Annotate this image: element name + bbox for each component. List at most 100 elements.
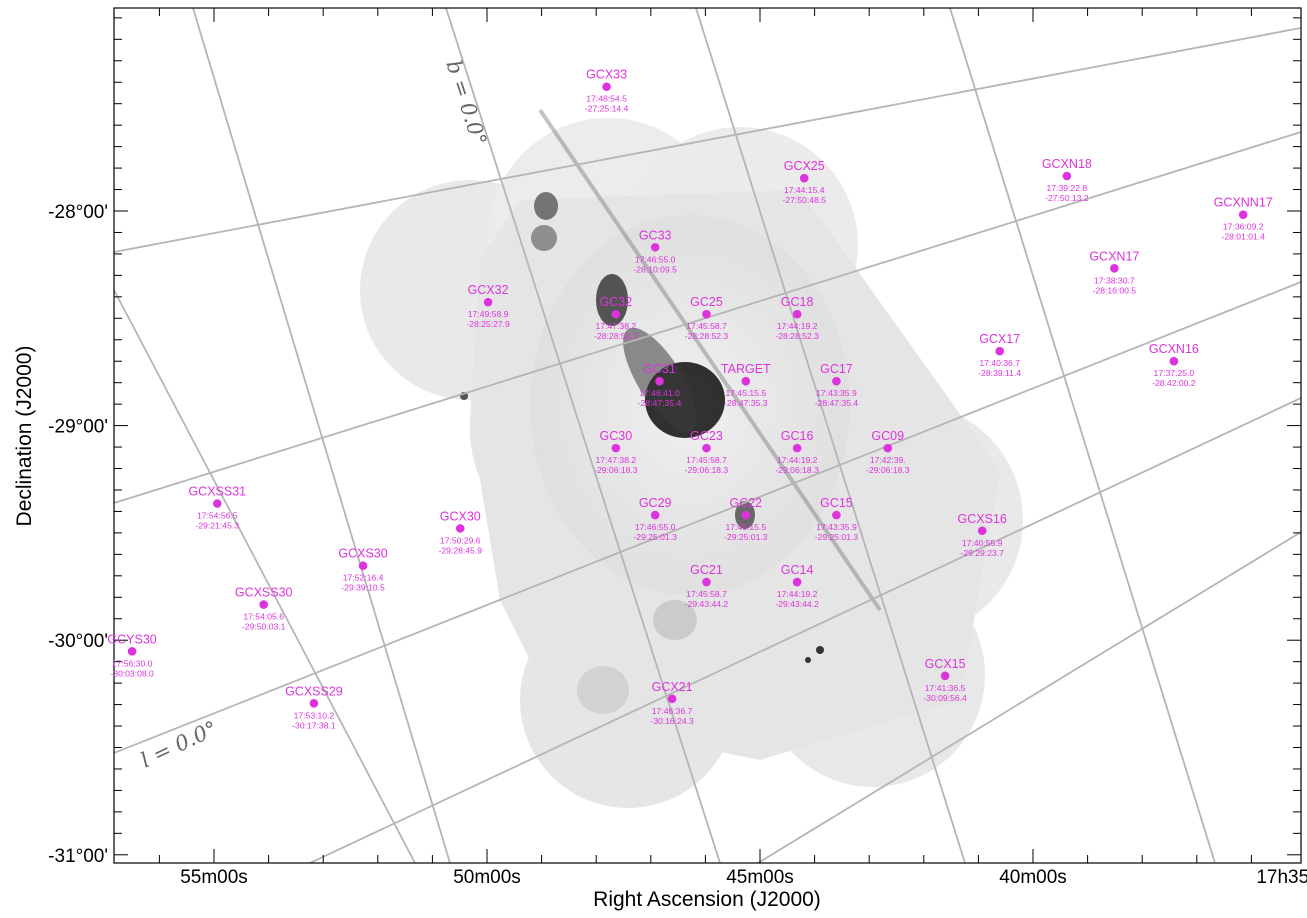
- source-dec: -28:25:27.9: [466, 319, 510, 329]
- source-marker: [792, 577, 802, 587]
- source-name: GC31: [643, 362, 676, 376]
- source-dec: -29:25:01.3: [815, 532, 859, 542]
- source-marker: [792, 309, 802, 319]
- source-marker: [212, 499, 222, 508]
- source-marker: [741, 376, 751, 386]
- source-markers: GCX33 17:48:54.5-27:25:14.4 GCX25 17:44:15.…: [107, 68, 1273, 731]
- source-marker: [1238, 210, 1248, 219]
- y-tick-label: -28°00': [48, 202, 108, 223]
- source-dec: -29:06:18.3: [594, 465, 638, 475]
- source-gcxss30: GCXSS30 17:54:05.6-29:50:03.1: [235, 586, 293, 632]
- source-marker: [483, 297, 493, 307]
- source-name: GC09: [871, 429, 904, 443]
- source-gcxs16: GCXS16 17:40:55.9-29:29:23.7: [958, 512, 1007, 558]
- source-marker: [1110, 263, 1119, 273]
- y-tick-labels: -28°00' -29°00' -30°00' -31°00': [48, 202, 108, 867]
- source-name: GCX30: [440, 509, 481, 523]
- source-dec: -28:47:35.4: [638, 398, 682, 408]
- source-gcx17: GCX17 17:40:36.7-28:39:11.4: [978, 332, 1021, 378]
- source-gc14: GC14 17:44:19.2-29:43:44.2: [775, 563, 819, 609]
- source-name: GCXN18: [1042, 157, 1092, 171]
- source-target: TARGET 17:45:15.5-28:47:35.3: [721, 362, 771, 408]
- source-gc23: GC23 17:45:58.7-29:06:18.3: [685, 429, 729, 475]
- source-marker: [667, 694, 677, 704]
- source-name: GC16: [781, 429, 814, 443]
- source-dec: -29:06:18.3: [866, 465, 910, 475]
- source-ra: 17:54:05.6: [243, 612, 284, 622]
- axis-ticks: [114, 8, 1301, 863]
- source-ra: 17:43:35.9: [816, 388, 857, 398]
- source-dec: -28:28:52.3: [685, 331, 729, 341]
- source-name: GC21: [690, 563, 723, 577]
- source-ra: 17:46:55.0: [635, 254, 676, 264]
- source-name: GCX21: [652, 680, 693, 694]
- source-gcxss29: GCXSS29 17:53:10.2-30:17:38.1: [285, 684, 343, 730]
- source-marker: [799, 173, 809, 183]
- source-dec: -28:47:35.4: [815, 398, 859, 408]
- x-tick-label: 17h35m00s: [1256, 867, 1307, 888]
- source-name: GCYS30: [107, 632, 156, 646]
- source-gcx21: GCX21 17:46:36.7-30:16:24.3: [650, 680, 694, 726]
- source-dec: -28:01:01.4: [1221, 232, 1265, 242]
- source-ra: 17:56:30.0: [112, 658, 153, 668]
- source-gcys30: GCYS30 17:56:30.0-30:03:08.0: [107, 632, 156, 678]
- source-dec: -28:42:00.2: [1152, 378, 1196, 388]
- y-tick-label: -29°00': [48, 417, 108, 438]
- source-ra: 17:45:58.7: [686, 455, 727, 465]
- source-gc09: GC09 17:42:39.-29:06:18.3: [866, 429, 910, 475]
- source-gcxn16: GCXN16 17:37:25.0-28:42:00.2: [1149, 342, 1199, 388]
- source-ra: 17:39:22.8: [1047, 183, 1088, 193]
- b-grid-label: b = 0.0°: [441, 57, 491, 148]
- source-dec: -29:29:23.7: [960, 548, 1004, 558]
- source-name: GC32: [600, 295, 633, 309]
- source-ra: 17:38:30.7: [1094, 275, 1135, 285]
- source-gc30: GC30 17:47:38.2-29:06:18.3: [594, 429, 638, 475]
- source-ra: 17:36:09.2: [1223, 222, 1264, 232]
- source-marker: [1169, 356, 1179, 366]
- source-dec: -30:09:56.4: [923, 693, 967, 703]
- source-dec: -28:10:09.5: [633, 264, 677, 274]
- source-gc32: GC32 17:47:38.2-28:28:52.3: [594, 295, 638, 341]
- source-name: GC15: [820, 496, 853, 510]
- source-name: GC14: [781, 563, 814, 577]
- source-marker: [1062, 171, 1072, 181]
- source-marker: [995, 346, 1004, 356]
- x-tick-label: 45m00s: [726, 867, 794, 888]
- source-ra: 17:50:29.6: [440, 535, 481, 545]
- x-tick-label: 55m00s: [180, 867, 248, 888]
- x-axis-label: Right Ascension (J2000): [593, 888, 821, 911]
- source-dec: -29:21:45.3: [196, 520, 240, 530]
- source-name: GC29: [639, 496, 672, 510]
- source-gcxs30: GCXS30 17:52:16.4-29:39:10.5: [338, 547, 387, 593]
- source-marker: [832, 376, 841, 386]
- source-ra: 17:45:58.7: [686, 589, 727, 599]
- x-tick-label: 40m00s: [999, 867, 1067, 888]
- source-gc15: GC15 17:43:35.9-29:25:01.3: [815, 496, 859, 542]
- source-ra: 17:54:56.5: [197, 510, 238, 520]
- source-ra: 17:46:36.7: [652, 706, 693, 716]
- source-name: GC18: [781, 295, 814, 309]
- source-name: GCXNN17: [1214, 196, 1273, 210]
- source-dec: -27:25:14.4: [585, 104, 629, 114]
- source-marker: [977, 526, 987, 536]
- source-name: GCXSS31: [188, 484, 246, 498]
- source-marker: [611, 309, 621, 319]
- source-gcx33: GCX33 17:48:54.5-27:25:14.4: [585, 68, 629, 114]
- source-dec: -27:50:48.5: [782, 195, 826, 205]
- source-marker: [309, 698, 319, 708]
- source-gc31: GC31 17:46:41.0-28:47:35.4: [638, 362, 682, 408]
- source-ra: 17:48:54.5: [586, 94, 627, 104]
- source-name: GCXSS30: [235, 586, 293, 600]
- source-dec: -30:17:38.1: [292, 720, 336, 730]
- x-tick-label: 50m00s: [453, 867, 521, 888]
- source-ra: 17:44:19.2: [777, 455, 818, 465]
- source-name: GC17: [820, 362, 853, 376]
- y-axis-label: Declination (J2000): [13, 346, 36, 527]
- source-name: GC25: [690, 295, 723, 309]
- source-ra: 17:43:35.9: [816, 522, 857, 532]
- source-dec: -29:25:01.3: [724, 532, 768, 542]
- source-name: GCXSS29: [285, 684, 343, 698]
- source-name: TARGET: [721, 362, 771, 376]
- source-gc22: GC22 17:45:15.5-29:25:01.3: [724, 496, 768, 542]
- source-dec: -28:16:00.5: [1093, 285, 1137, 295]
